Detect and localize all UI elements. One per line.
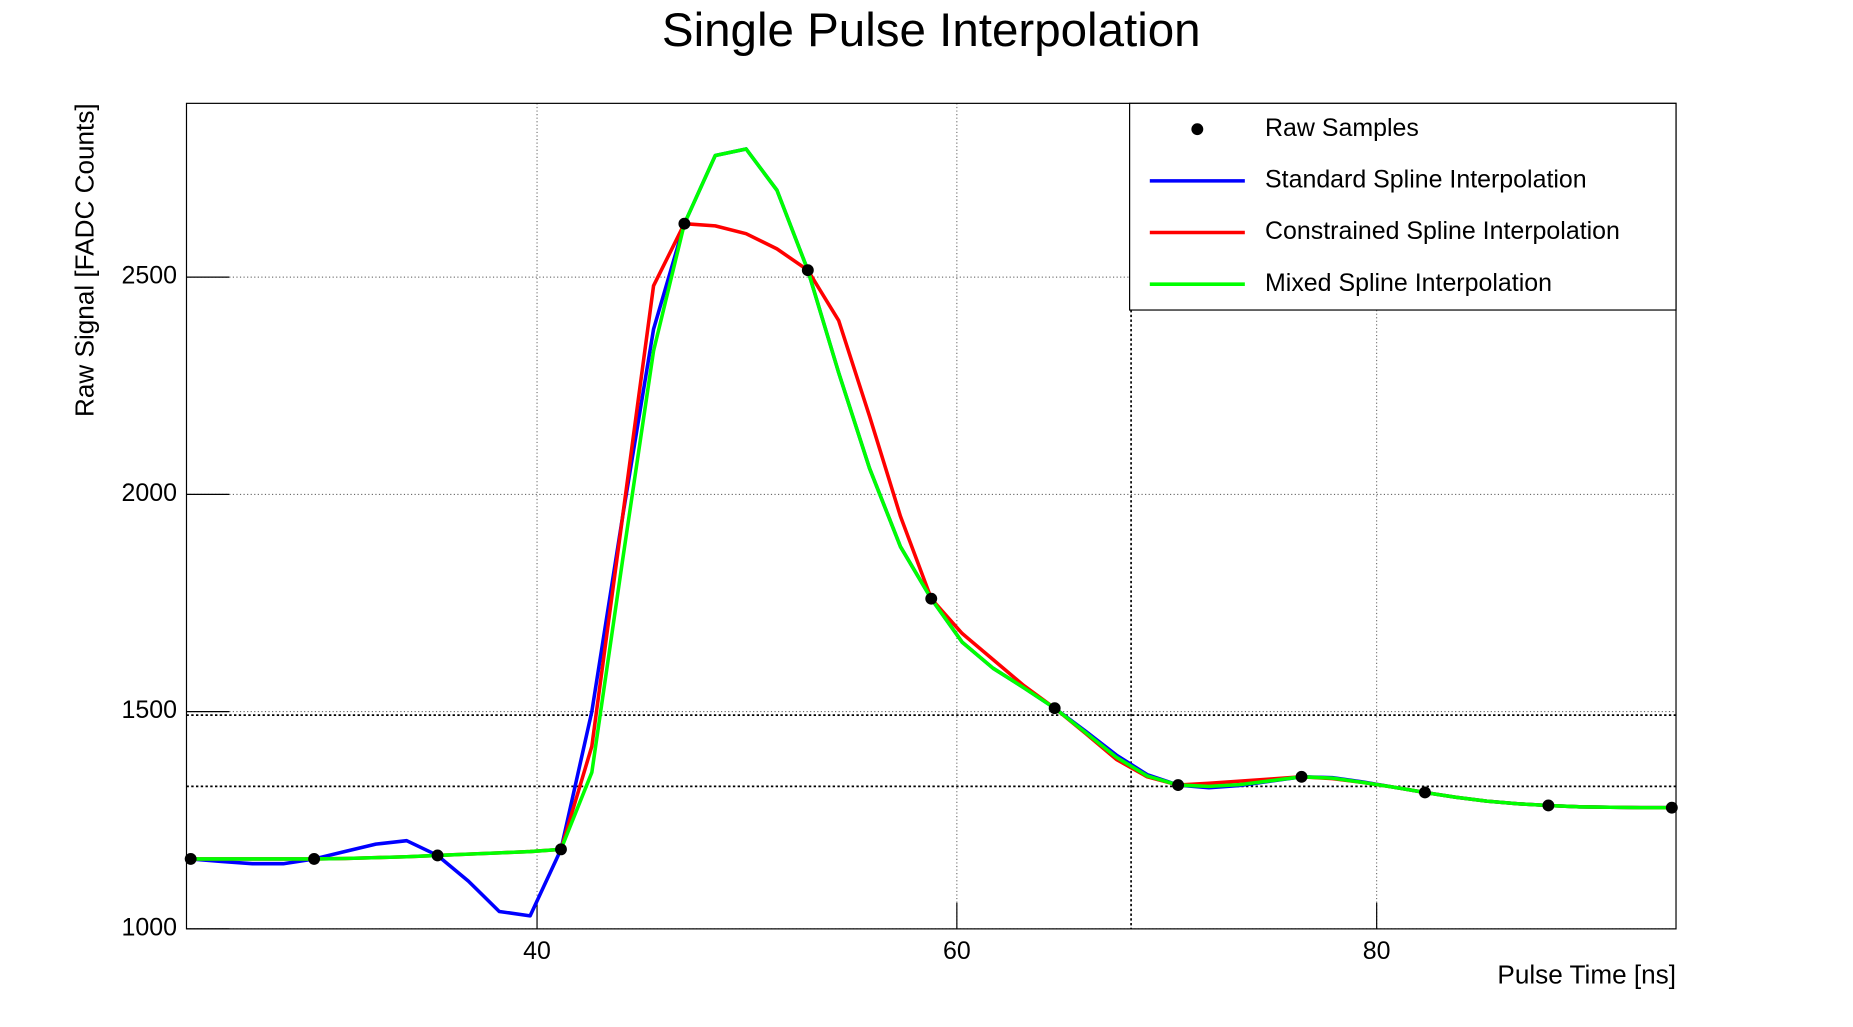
data-point (555, 843, 567, 856)
data-point (1542, 799, 1555, 812)
data-point (1048, 702, 1061, 715)
y-tick-label: 1500 (122, 696, 177, 724)
x-tick-label: 80 (1363, 937, 1391, 965)
data-point (184, 852, 197, 865)
data-point (925, 592, 938, 605)
y-tick-label: 2000 (122, 479, 177, 507)
legend-marker (1191, 123, 1204, 136)
data-point (308, 852, 321, 865)
legend-label: Standard Spline Interpolation (1265, 165, 1587, 193)
plot-frame (185, 102, 1677, 930)
data-point (801, 264, 814, 277)
x-axis-label: Pulse Time [ns] (1497, 959, 1676, 989)
legend-label: Mixed Spline Interpolation (1265, 269, 1552, 297)
data-point (1665, 801, 1678, 814)
data-point (1419, 786, 1431, 799)
data-point (1295, 770, 1308, 783)
x-tick-label: 40 (523, 937, 551, 965)
y-axis-label: Raw Signal [FADC Counts] (70, 103, 100, 417)
chart-title: Single Pulse Interpolation (662, 4, 1201, 57)
y-tick-label: 2500 (122, 262, 177, 290)
legend-box (1129, 102, 1677, 311)
legend-label: Constrained Spline Interpolation (1265, 217, 1620, 245)
legend-label: Raw Samples (1265, 114, 1419, 142)
data-point (678, 217, 691, 230)
data-point (431, 849, 444, 862)
data-point (1172, 779, 1185, 792)
x-tick-label: 60 (943, 937, 971, 965)
y-tick-label: 1000 (122, 913, 177, 941)
